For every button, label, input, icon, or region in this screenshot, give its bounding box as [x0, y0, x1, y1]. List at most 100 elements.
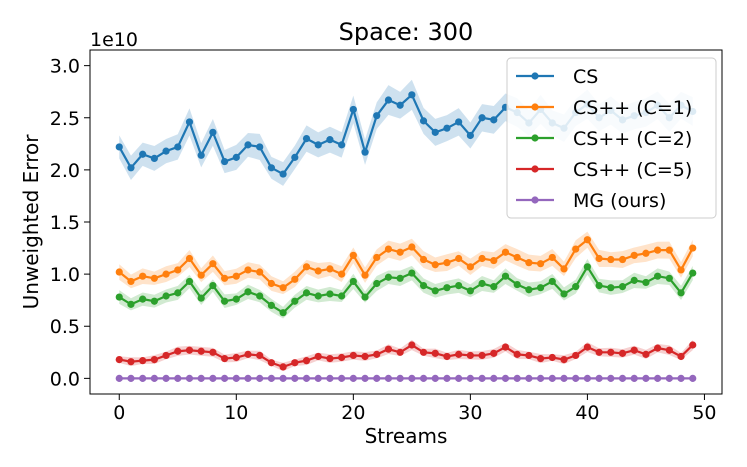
series-4-point: [314, 374, 322, 382]
series-4-point: [349, 374, 357, 382]
series-3-point: [607, 348, 615, 356]
series-1-point: [244, 266, 252, 274]
series-1-point: [174, 266, 182, 274]
series-1-point: [455, 254, 463, 263]
x-tick-label: 10: [224, 402, 248, 424]
series-1-point: [115, 268, 123, 276]
series-1-point: [583, 236, 592, 244]
series-1-point: [373, 253, 381, 262]
series-0-point: [197, 151, 205, 159]
legend-swatch-marker: [531, 196, 539, 204]
series-1-point: [314, 267, 322, 275]
series-4-point: [607, 374, 615, 382]
series-4-point: [384, 374, 393, 382]
series-1-point: [162, 270, 170, 278]
series-4-point: [536, 374, 545, 382]
series-1-point: [501, 248, 510, 256]
series-1-point: [665, 246, 673, 254]
series-0-point: [279, 170, 287, 178]
series-4-point: [408, 374, 416, 382]
series-0-point: [232, 153, 240, 161]
series-3-point: [232, 353, 240, 362]
series-1-point: [642, 249, 650, 257]
series-1-point: [396, 248, 404, 256]
series-1-point: [279, 284, 287, 292]
series-2-point: [583, 263, 592, 271]
series-0-point: [478, 114, 486, 122]
series-4-point: [302, 374, 311, 382]
series-4-point: [139, 374, 147, 382]
series-2-point: [630, 276, 638, 284]
series-1-point: [139, 272, 147, 280]
series-2-point: [291, 297, 299, 305]
series-2-point: [396, 274, 404, 282]
series-2-point: [525, 286, 533, 294]
series-2-point: [232, 295, 240, 303]
series-3-point: [197, 347, 205, 355]
series-2-point: [373, 279, 381, 288]
series-3-point: [361, 352, 369, 361]
series-3-point: [174, 347, 182, 355]
series-2-point: [162, 292, 170, 300]
series-0-point: [466, 131, 474, 140]
y-tick-label: 2.5: [50, 108, 80, 130]
series-0-point: [419, 117, 428, 125]
legend-entry-label: CS++ (C=5): [573, 159, 692, 181]
series-4-point: [689, 374, 697, 382]
series-4-point: [396, 374, 404, 382]
series-1-point: [185, 254, 194, 263]
series-3-point: [256, 351, 264, 360]
series-1-point: [689, 244, 697, 252]
series-0-point: [127, 164, 135, 172]
series-3-point: [548, 353, 556, 362]
series-4-point: [209, 374, 217, 382]
series-0-point: [326, 136, 334, 144]
series-2-point: [490, 283, 498, 291]
series-3-point: [419, 348, 428, 356]
series-1-point: [419, 255, 428, 264]
series-0-point: [174, 143, 182, 151]
series-0-point: [150, 154, 158, 163]
series-2-point: [244, 288, 252, 296]
series-2-point: [419, 281, 428, 290]
series-1-point: [150, 274, 158, 282]
series-2-point: [384, 273, 393, 281]
series-2-point: [139, 295, 147, 303]
series-3-point: [677, 352, 685, 361]
series-2-point: [501, 272, 510, 280]
y-axis-ticks: 0.0 0.5 1.0 1.5 2.0 2.5 3.0: [50, 56, 90, 390]
series-4-point: [127, 374, 135, 382]
series-2-point: [478, 279, 486, 288]
series-3-point: [513, 350, 521, 358]
series-4-point: [677, 374, 685, 382]
series-3-point: [665, 346, 673, 354]
y-tick-label: 1.5: [50, 212, 80, 234]
legend-swatch-marker: [531, 165, 539, 173]
series-1-point: [677, 266, 685, 274]
series-0-point: [314, 141, 322, 149]
series-3-point: [302, 357, 311, 365]
series-1-point: [607, 255, 615, 264]
series-3-point: [490, 349, 498, 357]
series-4-point: [583, 374, 592, 382]
series-4-point: [338, 374, 346, 382]
series-3-point: [338, 353, 346, 362]
series-3-point: [314, 352, 322, 361]
x-axis-label: Streams: [365, 424, 448, 448]
series-4-point: [256, 374, 264, 382]
series-1-point: [536, 260, 545, 268]
series-4-point: [478, 374, 486, 382]
series-4-point: [490, 374, 498, 382]
legend-entry-label: CS: [573, 66, 598, 88]
series-4-point: [618, 374, 627, 382]
series-1-point: [197, 271, 205, 279]
series-1-point: [490, 256, 498, 265]
series-3-point: [185, 346, 194, 354]
series-4-point: [665, 374, 673, 382]
series-1-point: [338, 270, 346, 278]
series-1-point: [572, 245, 580, 253]
series-3-point: [244, 350, 252, 358]
series-1-point: [630, 251, 638, 259]
series-4-point: [630, 374, 638, 382]
series-2-point: [654, 272, 662, 280]
